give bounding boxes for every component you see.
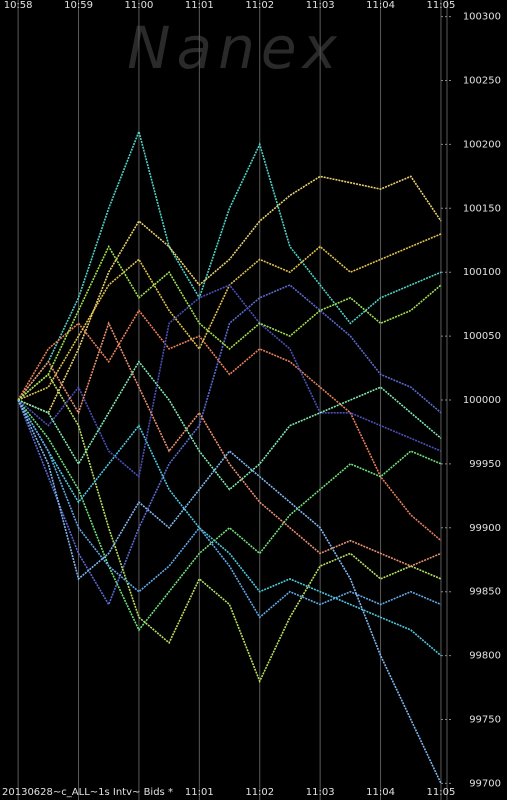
x-tick-label: 11:05: [427, 787, 456, 798]
footer: 20130628~c_ALL~1s Intv~ Bids *: [2, 787, 173, 798]
x-tick-label: 11:02: [245, 787, 274, 798]
series-line: [17, 373, 442, 684]
y-tick-label: 100000: [463, 395, 501, 406]
y-tick-label: 99800: [469, 651, 501, 662]
y-tick-label: 100150: [463, 203, 501, 214]
y-tick-label: 99900: [469, 523, 501, 534]
x-tick-label: 11:04: [366, 0, 395, 11]
series-line: [17, 321, 442, 567]
series-line: [17, 309, 442, 542]
series-line: [17, 175, 442, 414]
x-tick-label: 10:59: [64, 0, 93, 11]
series-line: [17, 360, 442, 491]
y-tick-label: 100250: [463, 76, 501, 87]
series-line: [17, 399, 442, 619]
x-tick-label: 11:01: [185, 787, 214, 798]
x-tick-label: 11:03: [306, 0, 335, 11]
y-tick-label: 99950: [469, 459, 501, 470]
y-tick-label: 100200: [463, 139, 501, 150]
x-tick-label: 11:04: [366, 787, 395, 798]
series-line: [17, 244, 442, 401]
x-tick-label: 11:05: [427, 0, 456, 11]
watermark: Nanex: [127, 14, 343, 82]
series-line: [17, 399, 442, 784]
series-line: [17, 129, 442, 401]
x-tick-label: 10:58: [4, 0, 33, 11]
y-tick-label: 99700: [469, 778, 501, 789]
x-tick-label: 11:01: [185, 0, 214, 11]
x-tick-label: 11:03: [306, 787, 335, 798]
y-tick-label: 100100: [463, 267, 501, 278]
series-line: [17, 284, 442, 479]
y-tick-label: 99750: [469, 714, 501, 725]
series-line: [17, 399, 442, 632]
y-tick-label: 100050: [463, 331, 501, 342]
series-line: [17, 399, 442, 657]
x-tick-label: 11:00: [125, 0, 154, 11]
y-tick-label: 99850: [469, 587, 501, 598]
x-tick-label: 11:02: [245, 0, 274, 11]
y-tick-label: 100300: [463, 12, 501, 23]
